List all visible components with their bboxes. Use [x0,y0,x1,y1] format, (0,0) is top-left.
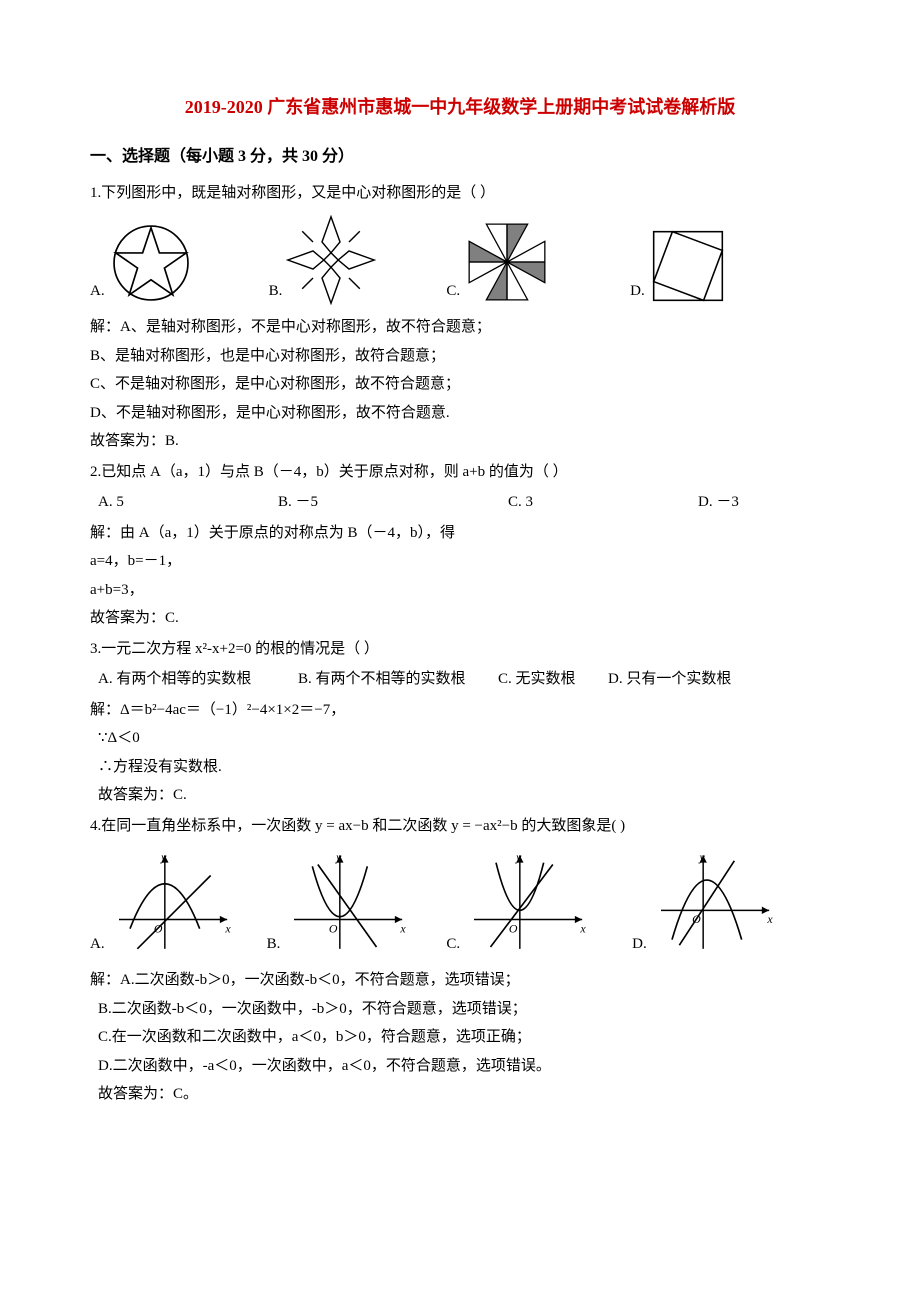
q4-options: A. y x O B. [90,848,830,958]
q1-answer: 故答案为：B. [90,427,830,456]
q4-sol-line-1: 解：A.二次函数-b＞0，一次函数-b＜0，不符合题意，选项错误； [90,966,830,995]
q1-options: A. B. [90,215,830,305]
q4-opt-b-label: B. [267,930,281,959]
q1-sol-line-1: 解：A、是轴对称图形，不是中心对称图形，故不符合题意； [90,313,830,342]
q4-figure-a-graph: y x O [109,848,239,958]
svg-text:y: y [515,850,522,864]
question-4: 4.在同一直角坐标系中，一次函数 y = ax−b 和二次函数 y = −ax²… [90,812,830,1109]
q2-sol-line-3: a+b=3， [90,576,830,605]
q1-opt-d-label: D. [630,277,645,306]
q2-opt-d: D. －3 [698,488,828,517]
q2-sol-line-1: 解：由 A（a，1）关于原点的对称点为 B（－4，b），得 [90,519,830,548]
q2-opt-b: B. －5 [278,488,508,517]
svg-text:x: x [224,921,231,935]
q1-figure-d-square-in-square [649,227,727,305]
q3-opt-c: C. 无实数根 [498,665,608,694]
q1-text: 1.下列图形中，既是轴对称图形，又是中心对称图形的是（ ） [90,179,830,208]
q3-options: A. 有两个相等的实数根 B. 有两个不相等的实数根 C. 无实数根 D. 只有… [90,665,830,694]
q3-sol-line-1: 解：Δ＝b²−4ac＝（−1）²−4×1×2＝−7， [90,696,830,725]
q2-opt-a: A. 5 [98,488,278,517]
q3-answer: 故答案为：C. [90,781,830,810]
q2-answer: 故答案为：C. [90,604,830,633]
q2-opt-c: C. 3 [508,488,698,517]
svg-text:O: O [329,921,338,935]
q4-sol-line-4: D.二次函数中，-a＜0，一次函数中，a＜0，不符合题意，选项错误。 [90,1052,830,1081]
q4-opt-c-label: C. [446,930,460,959]
page-title: 2019-2020 广东省惠州市惠城一中九年级数学上册期中考试试卷解析版 [90,90,830,124]
q4-opt-d-label: D. [632,930,647,959]
q3-opt-d: D. 只有一个实数根 [608,665,788,694]
q1-sol-line-3: C、不是轴对称图形，是中心对称图形，故不符合题意； [90,370,830,399]
q4-opt-a-label: A. [90,930,105,959]
q3-sol-line-3: ∴方程没有实数根. [90,753,830,782]
q1-opt-c-label: C. [446,277,460,306]
q4-figure-d-graph: y x O [651,848,781,958]
q3-opt-b: B. 有两个不相等的实数根 [298,665,498,694]
q4-figure-c-graph: y x O [464,848,594,958]
q3-sol-line-2: ∵Δ＜0 [90,724,830,753]
question-3: 3.一元二次方程 x²-x+2=0 的根的情况是（ ） A. 有两个相等的实数根… [90,635,830,810]
q3-text: 3.一元二次方程 x²-x+2=0 的根的情况是（ ） [90,635,830,664]
svg-text:y: y [698,850,705,864]
q4-sol-line-2: B.二次函数-b＜0，一次函数中，-b＞0，不符合题意，选项错误； [90,995,830,1024]
q2-text: 2.已知点 A（a，1）与点 B（－4，b）关于原点对称，则 a+b 的值为（ … [90,458,830,487]
q1-sol-line-4: D、不是轴对称图形，是中心对称图形，故不符合题意. [90,399,830,428]
q4-sol-line-3: C.在一次函数和二次函数中，a＜0，b＞0，符合题意，选项正确； [90,1023,830,1052]
q1-figure-a-star-in-circle [109,221,193,305]
q4-figure-b-graph: y x O [284,848,414,958]
svg-text:y: y [336,850,343,864]
q1-opt-a-label: A. [90,277,105,306]
q4-text: 4.在同一直角坐标系中，一次函数 y = ax−b 和二次函数 y = −ax²… [90,812,830,841]
q1-figure-b-four-point-star [286,215,376,305]
q1-figure-c-pinwheel [464,219,550,305]
question-2: 2.已知点 A（a，1）与点 B（－4，b）关于原点对称，则 a+b 的值为（ … [90,458,830,633]
svg-text:x: x [400,921,407,935]
svg-text:x: x [579,921,586,935]
q1-opt-b-label: B. [269,277,283,306]
q4-answer: 故答案为：C。 [90,1080,830,1109]
q2-sol-line-2: a=4，b=－1， [90,547,830,576]
svg-text:O: O [509,921,518,935]
section-header: 一、选择题（每小题 3 分，共 30 分） [90,142,830,172]
q1-sol-line-2: B、是轴对称图形，也是中心对称图形，故符合题意； [90,342,830,371]
svg-text:y: y [160,850,167,864]
question-1: 1.下列图形中，既是轴对称图形，又是中心对称图形的是（ ） A. B. [90,179,830,456]
svg-text:x: x [766,912,773,926]
q3-opt-a: A. 有两个相等的实数根 [98,665,298,694]
q2-options: A. 5 B. －5 C. 3 D. －3 [90,488,830,517]
